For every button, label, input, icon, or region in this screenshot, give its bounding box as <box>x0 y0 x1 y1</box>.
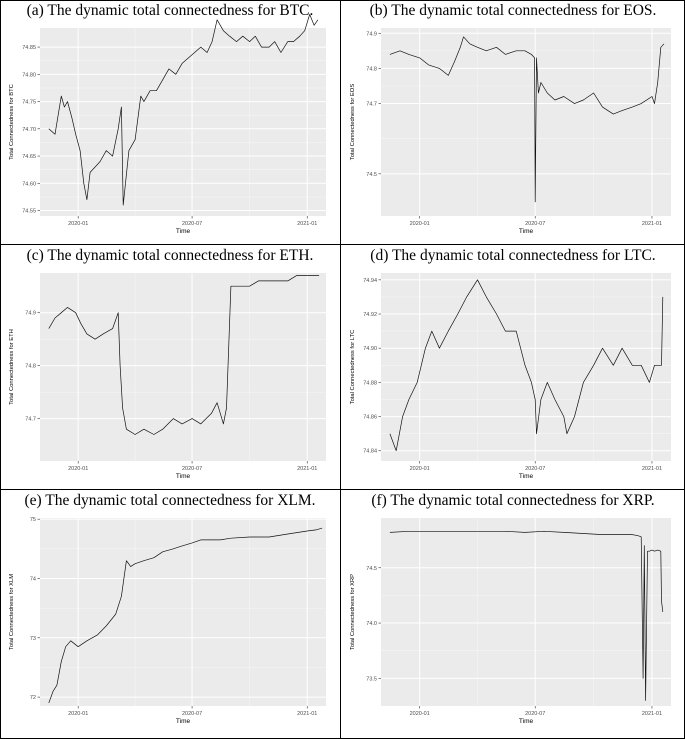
y-tick-label: 74.7 <box>366 102 377 108</box>
x-tick-label: 2020-07 <box>525 711 545 717</box>
y-tick-label: 72 <box>30 695 36 701</box>
y-tick-label: 74.8 <box>366 66 377 72</box>
y-axis-label: Total Connectedness for BTC <box>9 84 15 160</box>
panel-a: (a) The dynamic total connectedness for … <box>0 0 340 244</box>
x-tick-label: 2020-01 <box>410 221 430 227</box>
series-line <box>48 527 323 704</box>
line-chart: 2020-01 2020-07 2021-01 72 73 74 75 Time Total C… <box>9 517 326 725</box>
panel-f: (f) The dynamic total connectedness for … <box>341 490 685 734</box>
y-tick-label: 74.92 <box>363 312 377 318</box>
x-tick-label: 2021-01 <box>297 466 317 472</box>
y-tick-label: 74.88 <box>363 380 377 386</box>
plot-panel <box>381 28 671 216</box>
x-tick-label: 2020-01 <box>68 221 88 227</box>
frame-mid-vertical <box>340 0 341 739</box>
x-tick-label: 2020-07 <box>525 221 545 227</box>
x-tick-label: 2021-01 <box>642 221 662 227</box>
x-axis-label: Time <box>176 228 191 235</box>
y-tick-label: 73.5 <box>366 676 377 682</box>
series-line <box>48 275 320 435</box>
x-tick-label: 2021-01 <box>642 711 662 717</box>
frame-row-divider-1 <box>0 244 685 245</box>
line-chart: 2020-01 2020-07 2021-01 74.7 74.8 74.9 Time Tot… <box>9 273 326 480</box>
line-chart: 2020-01 2020-07 2021-01 74.5 74.7 74.8 74.9 Tim… <box>350 28 671 235</box>
panel-caption: (d) The dynamic total connectedness for … <box>370 247 656 264</box>
series-line <box>389 530 664 701</box>
y-tick-label: 74.75 <box>22 100 36 106</box>
x-axis-label: Time <box>519 228 534 235</box>
y-tick-label: 74.84 <box>363 449 377 455</box>
y-axis-label: Total Connectedness for ETH <box>9 329 15 405</box>
y-tick-label: 74.55 <box>22 209 36 215</box>
plot-panel <box>40 518 326 706</box>
y-tick-label: 74.85 <box>22 45 36 51</box>
x-tick-label: 2020-07 <box>525 466 545 472</box>
x-tick-label: 2020-01 <box>410 466 430 472</box>
plot-panel <box>40 273 326 461</box>
panel-e: (e) The dynamic total connectedness for … <box>0 490 340 734</box>
y-axis-label: Total Connectedness for XLM <box>9 574 15 650</box>
x-axis-label: Time <box>519 718 534 725</box>
y-tick-label: 74 <box>30 576 36 582</box>
x-tick-label: 2020-07 <box>182 466 202 472</box>
line-chart: 2020-01 2020-07 2021-01 74.84 74.86 74.88 74.9… <box>350 273 671 480</box>
x-tick-label: 2020-01 <box>68 466 88 472</box>
y-axis-label: Total Connectedness for EOS <box>350 84 356 161</box>
x-tick-label: 2020-07 <box>182 221 202 227</box>
x-tick-label: 2021-01 <box>297 711 317 717</box>
y-tick-label: 74.60 <box>22 181 36 187</box>
x-tick-label: 2021-01 <box>297 221 317 227</box>
panel-caption: (a) The dynamic total connectedness for … <box>26 2 314 19</box>
y-tick-label: 74.65 <box>22 154 36 160</box>
panel-caption: (c) The dynamic total connectedness for … <box>26 247 314 264</box>
y-axis-label: Total Connectedness for LTC <box>350 330 356 405</box>
series-line <box>389 36 665 203</box>
series-line <box>389 279 664 452</box>
frame-row-divider-2 <box>0 489 685 490</box>
y-tick-label: 74.94 <box>363 278 377 284</box>
line-chart: 2020-01 2020-07 2021-01 73.5 74.0 74.5 Time Tot… <box>350 518 671 725</box>
panel-c: (c) The dynamic total connectedness for … <box>0 245 340 489</box>
line-chart: 2020-01 2020-07 2021-01 74.55 74.60 74.65 74.7… <box>9 14 326 235</box>
x-tick-label: 2020-01 <box>68 711 88 717</box>
y-tick-label: 74.9 <box>25 311 36 317</box>
y-tick-label: 73 <box>30 636 36 642</box>
x-axis-label: Time <box>176 473 191 480</box>
series-line <box>48 14 319 206</box>
x-tick-label: 2021-01 <box>642 466 662 472</box>
x-axis-label: Time <box>176 718 191 725</box>
plot-panel <box>381 518 671 706</box>
y-tick-label: 74.9 <box>366 31 377 37</box>
y-tick-label: 74.5 <box>366 172 377 178</box>
y-tick-label: 74.90 <box>363 346 377 352</box>
y-tick-label: 74.5 <box>366 566 377 572</box>
y-tick-label: 74.86 <box>363 415 377 421</box>
frame-left <box>0 0 1 739</box>
y-tick-label: 74.7 <box>25 417 36 423</box>
frame-top <box>0 0 685 1</box>
panel-caption: (e) The dynamic total connectedness for … <box>24 492 316 509</box>
panel-d: (d) The dynamic total connectedness for … <box>341 245 685 489</box>
panel-b: (b) The dynamic total connectedness for … <box>341 0 685 244</box>
y-tick-label: 74.0 <box>366 621 377 627</box>
plot-panel <box>40 28 326 216</box>
y-axis-label: Total Connectedness for XRP <box>350 574 356 650</box>
x-tick-label: 2020-07 <box>182 711 202 717</box>
y-tick-label: 74.80 <box>22 72 36 78</box>
x-axis-label: Time <box>519 473 534 480</box>
y-tick-label: 74.70 <box>22 127 36 133</box>
y-tick-label: 74.8 <box>25 364 36 370</box>
x-tick-label: 2020-01 <box>410 711 430 717</box>
panel-caption: (f) The dynamic total connectedness for … <box>371 492 655 509</box>
panel-caption: (b) The dynamic total connectedness for … <box>369 2 657 19</box>
y-tick-label: 75 <box>30 517 36 523</box>
